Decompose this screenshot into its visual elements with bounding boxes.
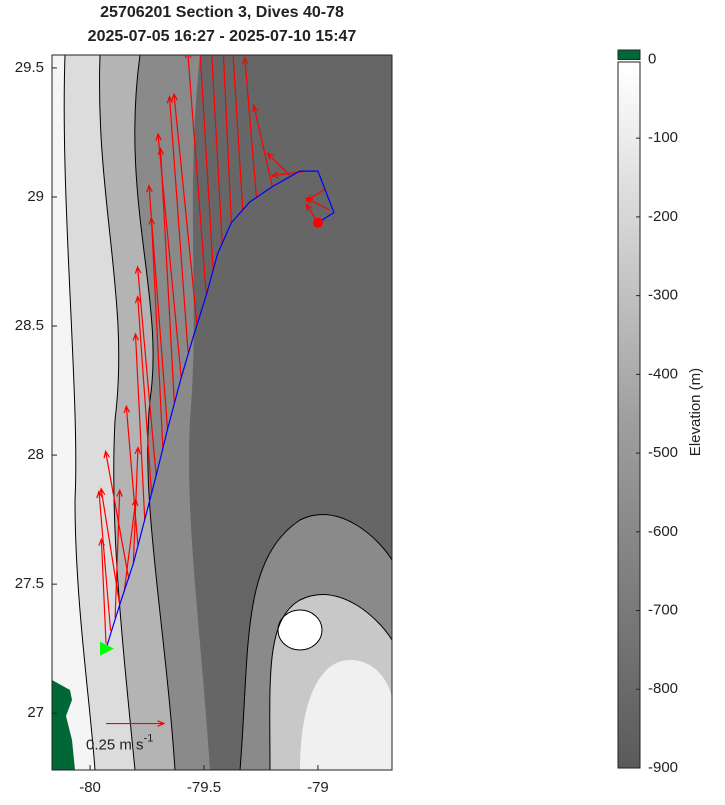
end-marker [312,217,323,228]
current-vector [304,197,330,211]
scale-label: 0.25 m s-1 [86,732,153,753]
colorbar-tick-label: -200 [648,208,678,225]
current-vector [132,332,146,520]
y-tick-label: 29.5 [15,59,44,76]
y-tick-label: 28 [27,446,44,463]
y-tick-label: 27.5 [15,575,44,592]
x-tick-label: -79 [307,779,329,796]
current-vector [266,152,292,177]
colorbar-tick-label: -100 [648,129,678,146]
scale-arrow [106,720,166,727]
scale-label-sup: -1 [144,732,154,744]
scale-label-text: 0.25 m s [86,737,144,754]
current-vector [222,55,232,223]
title: 25706201 Section 3, Dives 40-78 [100,4,344,21]
map-overlay: 0.25 m s-1 [86,55,335,754]
y-tick-label: 27 [27,704,44,721]
current-vector [98,487,121,605]
current-vector [155,132,182,378]
start-marker [100,641,115,656]
current-vector [103,449,130,580]
current-vector [211,55,223,244]
bathymetry [52,55,392,770]
colorbar-tick-label: -700 [648,602,678,619]
colorbar-tick-label: 0 [648,50,656,67]
current-vector [166,95,189,352]
current-vector [199,55,214,270]
current-vector [270,170,307,179]
y-tick-label: 28.5 [15,317,44,334]
current-vector [242,56,258,198]
colorbar [617,61,641,769]
colorbar-tick-label: -900 [648,759,678,776]
colorbar-land [617,49,641,60]
current-vector [114,488,123,618]
subtitle: 2025-07-05 16:27 - 2025-07-10 15:47 [88,28,357,45]
current-vector [251,103,273,187]
colorbar-label: Elevation (m) [687,368,704,456]
current-vector [157,146,175,404]
current-vector [184,55,207,296]
colorbar-tick-label: -400 [648,365,678,382]
glider-track [105,170,335,649]
colorbar-tick-label: -600 [648,523,678,540]
current-vector [232,55,244,210]
current-vector [123,404,139,546]
y-tick-label: 29 [27,188,44,205]
colorbar-tick-label: -300 [648,287,678,304]
current-vector [132,445,142,564]
map-frame [51,54,393,771]
current-vector [134,265,157,476]
current-vector [146,184,169,430]
current-vector [134,295,153,494]
colorbar-tick-label: -800 [648,680,678,697]
x-tick-label: -80 [79,779,101,796]
current-vector [171,92,198,327]
x-tick-label: -79.5 [187,779,221,796]
colorbar-tick-label: -500 [648,444,678,461]
current-vector [96,489,112,631]
